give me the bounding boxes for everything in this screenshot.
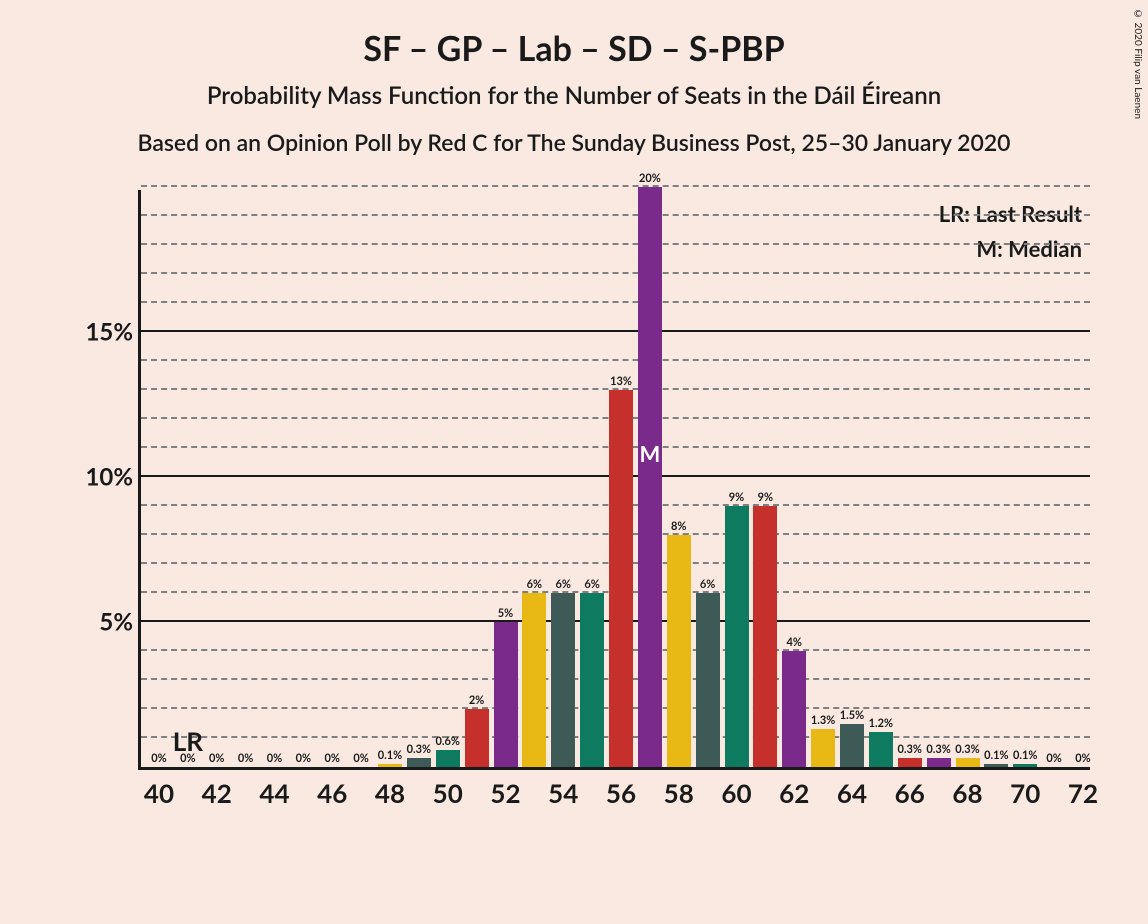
grid-minor bbox=[141, 243, 1090, 245]
median-marker: M bbox=[639, 440, 660, 467]
bar-value-label: 6% bbox=[700, 578, 715, 593]
bar: 0.3% bbox=[956, 758, 980, 767]
bar: 9% bbox=[725, 506, 749, 767]
titles-block: SF – GP – Lab – SD – S-PBP Probability M… bbox=[0, 0, 1148, 156]
bar: 1.5% bbox=[840, 724, 864, 768]
bar-value-label: 0% bbox=[151, 752, 166, 767]
chart-subtitle-1: Probability Mass Function for the Number… bbox=[0, 69, 1148, 110]
bar-value-label: 0% bbox=[296, 752, 311, 767]
x-axis-label: 62 bbox=[779, 767, 809, 809]
bar: 1.2% bbox=[869, 732, 893, 767]
bar: 5% bbox=[494, 622, 518, 767]
bar: 0.3% bbox=[927, 758, 951, 767]
bar: 0.3% bbox=[407, 758, 431, 767]
copyright-text: © 2020 Filip van Laenen bbox=[1132, 8, 1144, 119]
x-axis-label: 48 bbox=[375, 767, 405, 809]
x-axis-label: 40 bbox=[144, 767, 174, 809]
bar-value-label: 9% bbox=[729, 491, 744, 506]
chart-subtitle-2: Based on an Opinion Poll by Red C for Th… bbox=[0, 110, 1148, 156]
grid-minor bbox=[141, 185, 1090, 187]
bar: 6% bbox=[551, 593, 575, 767]
x-axis-label: 52 bbox=[490, 767, 520, 809]
bar: 1.3% bbox=[811, 729, 835, 767]
bar-value-label: 13% bbox=[610, 375, 632, 390]
x-axis-label: 56 bbox=[606, 767, 636, 809]
grid-minor bbox=[141, 214, 1090, 216]
chart-area: LR: Last Result M: Median 5% 10% 15% 40 42 44… bbox=[60, 190, 1090, 830]
bar-value-label: 8% bbox=[671, 520, 686, 535]
x-axis-label: 66 bbox=[895, 767, 925, 809]
bar: 6% bbox=[580, 593, 604, 767]
legend-m: M: Median bbox=[939, 231, 1082, 266]
bar: 20% bbox=[638, 187, 662, 767]
bar: 8% bbox=[667, 535, 691, 767]
bar-value-label: 1.3% bbox=[811, 714, 835, 729]
bar-value-label: 0% bbox=[238, 752, 253, 767]
chart-title: SF – GP – Lab – SD – S-PBP bbox=[0, 0, 1148, 69]
bar-value-label: 6% bbox=[556, 578, 571, 593]
bar-value-label: 0% bbox=[353, 752, 368, 767]
bar: 0.1% bbox=[1013, 764, 1037, 767]
bar-value-label: 1.2% bbox=[869, 717, 893, 732]
bar-value-label: 6% bbox=[527, 578, 542, 593]
bar-value-label: 0% bbox=[1075, 752, 1090, 767]
bar-value-label: 2% bbox=[469, 694, 484, 709]
x-axis-label: 70 bbox=[1010, 767, 1040, 809]
x-axis-label: 72 bbox=[1068, 767, 1098, 809]
bar: 4% bbox=[782, 651, 806, 767]
legend: LR: Last Result M: Median bbox=[939, 196, 1082, 266]
y-axis-label: 15% bbox=[63, 318, 133, 347]
y-axis-label: 10% bbox=[63, 463, 133, 492]
x-axis-label: 64 bbox=[837, 767, 867, 809]
bar-value-label: 0.1% bbox=[1013, 749, 1037, 764]
bar: 6% bbox=[696, 593, 720, 767]
bar-value-label: 6% bbox=[584, 578, 599, 593]
bar-value-label: 0.1% bbox=[984, 749, 1008, 764]
x-axis-label: 58 bbox=[664, 767, 694, 809]
x-axis-label: 42 bbox=[202, 767, 232, 809]
bar-value-label: 1.5% bbox=[840, 709, 864, 724]
bar-value-label: 0.6% bbox=[436, 735, 460, 750]
bar-value-label: 0.3% bbox=[407, 743, 431, 758]
last-result-marker: LR bbox=[173, 725, 203, 757]
bar: 0.1% bbox=[984, 764, 1008, 767]
bar-value-label: 9% bbox=[758, 491, 773, 506]
grid-minor bbox=[141, 272, 1090, 274]
bar: 0.3% bbox=[898, 758, 922, 767]
bar-value-label: 0% bbox=[325, 752, 340, 767]
x-axis-label: 46 bbox=[317, 767, 347, 809]
bar-value-label: 0% bbox=[209, 752, 224, 767]
bar-value-label: 0.3% bbox=[898, 743, 922, 758]
bar-value-label: 0.3% bbox=[955, 743, 979, 758]
grid-minor bbox=[141, 359, 1090, 361]
bar-value-label: 0.3% bbox=[926, 743, 950, 758]
bar-value-label: 5% bbox=[498, 607, 513, 622]
bar: 0.1% bbox=[378, 764, 402, 767]
bar: 13% bbox=[609, 390, 633, 767]
bar: 0.6% bbox=[436, 750, 460, 767]
bar-value-label: 0% bbox=[1046, 752, 1061, 767]
bar: 9% bbox=[753, 506, 777, 767]
x-axis-label: 68 bbox=[952, 767, 982, 809]
bar-value-label: 20% bbox=[639, 172, 661, 187]
bar-value-label: 0% bbox=[267, 752, 282, 767]
plot-area: LR: Last Result M: Median 5%10%15%404244… bbox=[138, 190, 1090, 770]
x-axis-label: 60 bbox=[721, 767, 751, 809]
bar: 6% bbox=[522, 593, 546, 767]
bar-value-label: 4% bbox=[787, 636, 802, 651]
bar: 2% bbox=[465, 709, 489, 767]
x-axis-label: 50 bbox=[433, 767, 463, 809]
x-axis-label: 44 bbox=[259, 767, 289, 809]
x-axis-label: 54 bbox=[548, 767, 578, 809]
grid-minor bbox=[141, 301, 1090, 303]
grid-major bbox=[141, 330, 1090, 332]
bar-value-label: 0.1% bbox=[378, 749, 402, 764]
y-axis-label: 5% bbox=[63, 608, 133, 637]
